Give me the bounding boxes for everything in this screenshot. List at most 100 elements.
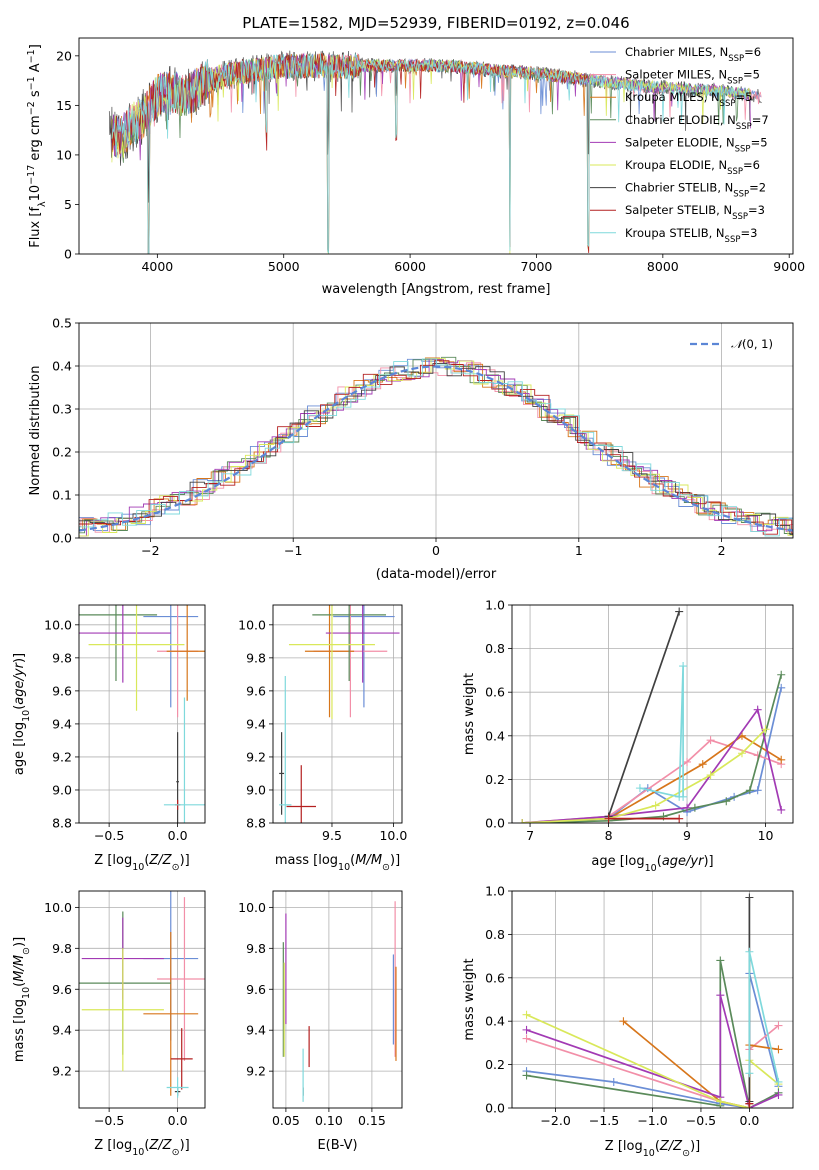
x-tick-label: 10.0 [379,828,407,843]
weight-marker [745,893,754,902]
weight-series [607,611,681,817]
y-tick-label: 9.6 [246,683,266,698]
y-tick-label: 0.5 [52,316,72,331]
weight-series [522,674,783,823]
x-tick-label: −1.0 [637,1113,667,1128]
y-tick-label: 10.0 [44,900,72,915]
weight-marker [777,755,786,764]
errorbars [79,891,205,1098]
y-tick-label: 10.0 [238,617,266,632]
y-axis-label: Flux [fλ10−17 erg cm−2 s−1 A−1] [26,44,48,248]
x-tick-label: 0.05 [272,1113,300,1128]
y-tick-label: 0.4 [485,1014,505,1029]
age-vs-mass-panel: 9.5 10.0 8.8 9.0 9.2 9.4 9.6 9.8 10.0 mass [log10… [238,604,407,873]
axes-frame [78,37,794,255]
weight-marker [745,947,754,956]
weight-marker [675,814,684,823]
legend-label: Chabrier STELIB, NSSP=2 [625,181,766,200]
gridlines [79,605,205,824]
y-tick-label: 0.2 [52,445,72,460]
x-tick-label: 0.15 [358,1113,386,1128]
y-axis-label: mass weight [462,958,477,1040]
weight-lines [518,607,786,823]
x-tick-label: 5000 [268,259,300,274]
y-tick-label: 20 [56,48,72,63]
weight-marker [716,991,725,1000]
histogram-series [79,360,793,535]
y-tick-label: 0.6 [485,685,505,700]
x-tick-label: 8 [605,828,613,843]
y-tick-label: 9.8 [52,650,72,665]
y-tick-label: 9.8 [246,941,266,956]
x-tick-label: 1 [575,543,583,558]
weight-marker [518,819,527,823]
weight-marker [774,1090,783,1099]
legend-label: Chabrier ELODIE, NSSP=7 [625,113,769,132]
weight-marker [619,1017,628,1026]
y-tick-label: 9.4 [246,1023,266,1038]
weight-marker [777,670,786,679]
histogram-series [79,358,793,537]
y-tick-label: 1.0 [485,598,505,613]
y-tick-label: 10.0 [44,617,72,632]
x-tick-label: −0.5 [94,828,124,843]
axes-frame [272,604,403,824]
weight-series [526,1013,780,1108]
y-axis-label: mass [log10(M/M⊙)] [12,937,32,1062]
weight-marker [690,803,699,812]
weight-marker [737,749,746,758]
weight-marker [774,1077,783,1086]
y-tick-label: 9.2 [246,1064,266,1079]
legend-label: Salpeter ELODIE, NSSP=5 [625,135,768,154]
y-axis-label: mass weight [462,673,477,755]
y-tick-label: 10 [56,147,72,162]
weight-marker [651,801,660,810]
weight-marker [745,1069,754,1078]
x-tick-label: 0 [432,543,440,558]
weight-marker [698,760,707,769]
errorbars [279,605,400,823]
weight-marker [604,814,613,823]
errorbars [282,901,397,1102]
legend-label: Chabrier MILES, NSSP=6 [625,45,761,64]
x-tick-label: −2 [141,543,159,558]
weight-marker [745,786,754,795]
y-tick-label: 0.2 [485,772,505,787]
weight-vs-age-panel: 7 8 9 10 0.0 0.2 0.4 0.6 0.8 1.0 age [log10(age/yr… [462,598,794,874]
histogram-series [79,356,793,534]
y-tick-label: 9.8 [52,941,72,956]
weight-marker [706,771,715,780]
x-axis-label: (data-model)/error [376,567,497,582]
x-tick-label: 9 [683,828,691,843]
weight-series [748,951,780,1083]
x-tick-label: 9000 [773,259,805,274]
x-axis-label: age [log10(age/yr)] [591,854,713,874]
mass-vs-ebv-panel: 0.05 0.10 0.15 9.2 9.4 9.6 9.8 10.0 [238,890,403,1128]
x-axis-label: wavelength [Angstrom, rest frame] [322,282,551,297]
x-tick-label: 6000 [394,259,426,274]
spectrum-lines [108,50,762,254]
weight-marker [675,607,684,616]
weight-series [522,728,767,823]
y-tick-label: 0 [64,247,72,262]
y-tick-label: 9.4 [246,716,266,731]
x-tick-label: 7 [526,828,534,843]
axes-frame [78,604,206,824]
y-tick-label: 0.2 [485,1057,505,1072]
weight-marker [609,1077,618,1086]
x-tick-label: 9.5 [322,828,342,843]
weight-marker [753,705,762,714]
normal-curve [79,365,793,532]
weight-marker [716,1097,725,1106]
x-tick-label: 0.0 [168,828,188,843]
weight-marker [761,725,770,734]
weight-lines [522,893,783,1108]
y-tick-label: 15 [56,98,72,113]
weight-marker [777,805,786,814]
y-tick-label: 0.0 [52,531,72,546]
y-tick-label: 9.6 [52,982,72,997]
age-vs-Z-panel: −0.5 0.0 8.8 9.0 9.2 9.4 9.6 9.8 10.0 Z [log10(Z/… [12,604,206,873]
weight-marker [522,1010,531,1019]
y-tick-label: 8.8 [246,816,266,831]
axes-frame [511,604,794,824]
